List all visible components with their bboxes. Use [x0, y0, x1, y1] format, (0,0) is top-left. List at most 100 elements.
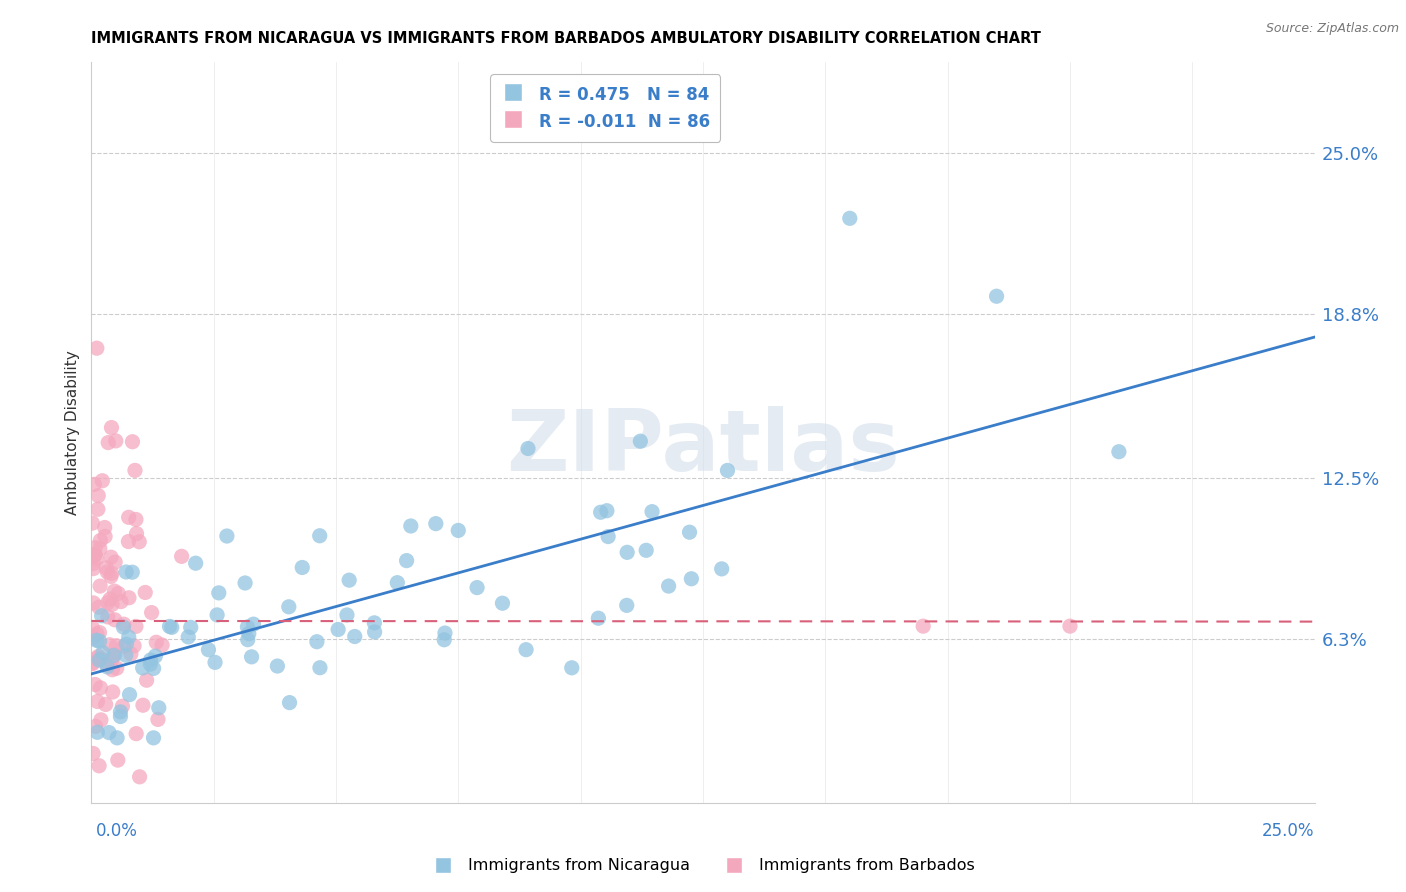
Point — [110, 594, 132, 608]
Point — [128, 770, 150, 784]
Point — [616, 545, 638, 559]
Point — [233, 576, 256, 591]
Point — [100, 569, 122, 583]
Point — [82, 621, 104, 635]
Point — [598, 530, 620, 544]
Point — [100, 566, 122, 581]
Point — [89, 634, 111, 648]
Point — [277, 599, 299, 614]
Point — [363, 624, 385, 639]
Point — [177, 630, 200, 644]
Point — [658, 579, 681, 593]
Point — [142, 731, 165, 745]
Point — [208, 586, 231, 600]
Point — [139, 657, 162, 672]
Point — [242, 617, 264, 632]
Point — [98, 725, 121, 739]
Point — [143, 649, 166, 664]
Point — [120, 647, 142, 661]
Point — [238, 626, 260, 640]
Point — [197, 642, 219, 657]
Point — [141, 606, 163, 620]
Legend: Immigrants from Nicaragua, Immigrants from Barbados: Immigrants from Nicaragua, Immigrants fr… — [425, 852, 981, 880]
Point — [101, 652, 124, 666]
Point — [561, 661, 583, 675]
Point — [240, 649, 263, 664]
Point — [308, 529, 330, 543]
Point — [184, 556, 207, 570]
Point — [131, 661, 153, 675]
Text: 0.0%: 0.0% — [96, 822, 138, 840]
Point — [395, 553, 418, 567]
Point — [135, 673, 157, 688]
Point — [710, 562, 733, 576]
Point — [89, 681, 111, 695]
Point — [125, 526, 148, 541]
Point — [628, 434, 651, 449]
Point — [636, 543, 658, 558]
Point — [266, 659, 288, 673]
Point — [115, 565, 138, 579]
Point — [491, 596, 513, 610]
Point — [309, 661, 332, 675]
Point — [291, 560, 314, 574]
Point — [838, 211, 860, 226]
Point — [86, 694, 108, 708]
Point — [387, 575, 409, 590]
Point — [96, 565, 118, 579]
Point — [90, 713, 112, 727]
Point — [110, 709, 132, 723]
Point — [148, 700, 170, 714]
Point — [82, 747, 104, 761]
Point — [91, 646, 114, 660]
Point — [86, 551, 108, 566]
Point — [87, 649, 110, 664]
Point — [121, 565, 143, 579]
Point — [118, 591, 141, 605]
Point — [82, 557, 104, 571]
Legend: R = 0.475   N = 84, R = -0.011  N = 86: R = 0.475 N = 84, R = -0.011 N = 86 — [491, 74, 720, 142]
Point — [588, 611, 610, 625]
Point — [104, 648, 127, 662]
Point — [326, 623, 349, 637]
Point — [87, 502, 110, 516]
Point — [204, 656, 226, 670]
Point — [84, 719, 107, 733]
Point — [118, 510, 141, 524]
Point — [105, 639, 128, 653]
Point — [84, 541, 107, 555]
Point — [89, 653, 111, 667]
Point — [107, 753, 129, 767]
Point — [132, 698, 155, 713]
Point — [1059, 619, 1081, 633]
Point — [97, 595, 120, 609]
Y-axis label: Ambulatory Disability: Ambulatory Disability — [65, 351, 80, 515]
Point — [125, 619, 148, 633]
Point — [596, 504, 619, 518]
Point — [337, 573, 360, 587]
Point — [101, 598, 124, 612]
Point — [94, 561, 117, 575]
Point — [82, 561, 104, 575]
Point — [433, 626, 456, 640]
Point — [103, 648, 125, 663]
Point — [180, 620, 202, 634]
Point — [97, 435, 120, 450]
Point — [90, 652, 112, 666]
Point — [82, 596, 104, 610]
Point — [678, 525, 700, 540]
Point — [150, 638, 173, 652]
Point — [124, 463, 146, 477]
Point — [105, 661, 128, 675]
Point — [447, 524, 470, 538]
Point — [97, 610, 120, 624]
Point — [1108, 444, 1130, 458]
Point — [114, 648, 136, 663]
Point — [101, 663, 124, 677]
Point — [399, 519, 422, 533]
Point — [112, 620, 135, 634]
Point — [98, 592, 121, 607]
Point — [236, 620, 259, 634]
Point — [170, 549, 193, 564]
Point — [96, 660, 118, 674]
